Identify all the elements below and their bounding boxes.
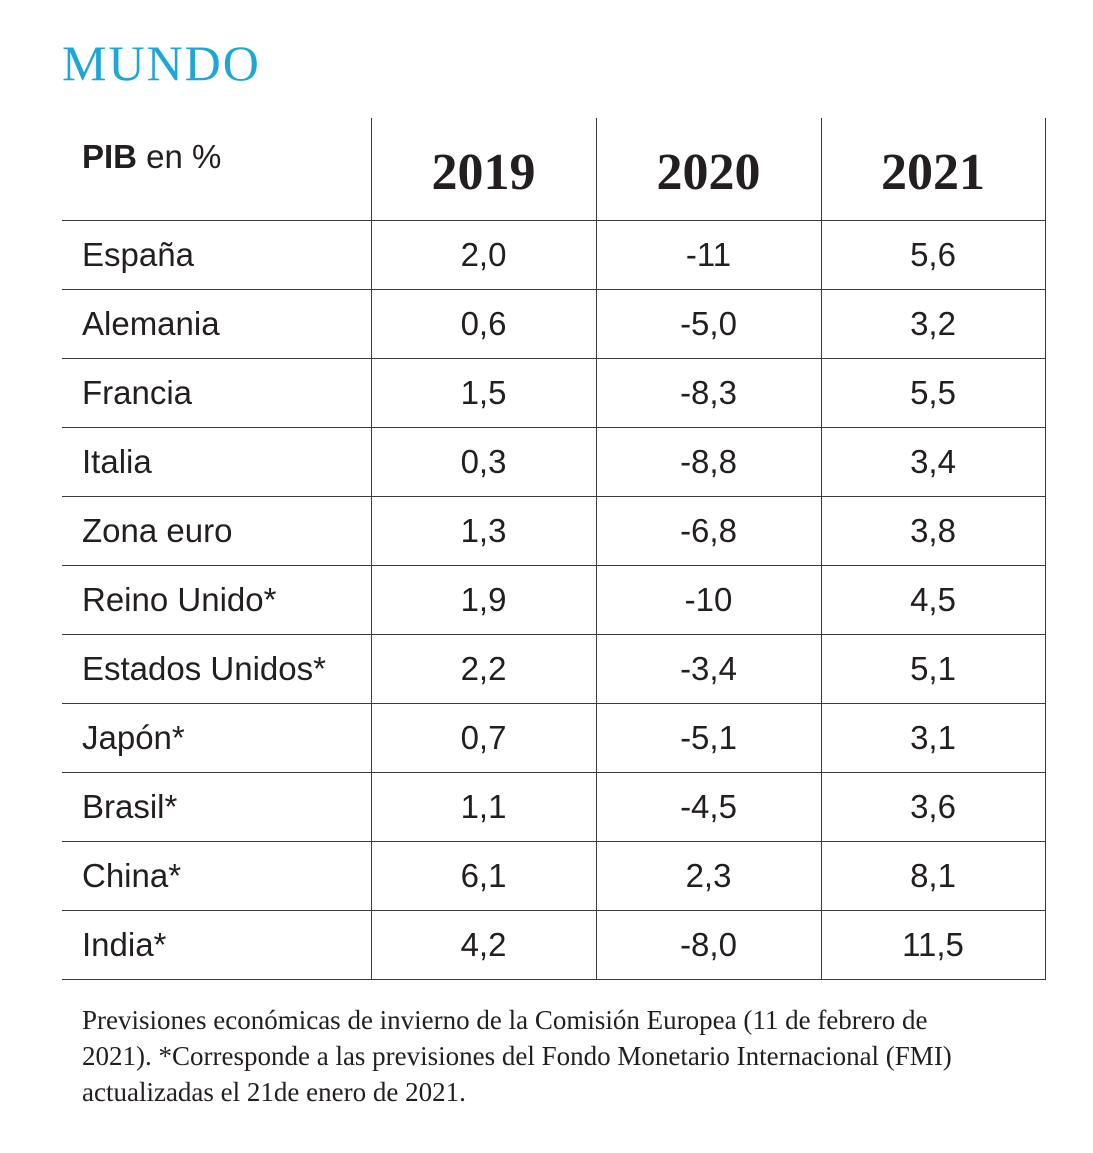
value-2020-cell: -10 [595,565,821,635]
header-year-2020: 2020 [595,118,821,221]
country-cell: España [62,220,371,290]
value-2021-cell: 5,6 [820,220,1046,290]
country-cell: China* [62,841,371,911]
gdp-table: PIB en % 2019 2020 2021 España 2,0 -11 5… [62,118,1046,980]
value-2019-cell: 1,5 [370,358,596,428]
table-row: Estados Unidos* 2,2 -3,4 5,1 [62,634,1046,704]
value-2021-cell: 3,4 [820,427,1046,497]
value-2019-cell: 2,2 [370,634,596,704]
country-cell: Italia [62,427,371,497]
value-2021-cell: 3,1 [820,703,1046,773]
value-2020-cell: -11 [595,220,821,290]
value-2020-cell: 2,3 [595,841,821,911]
header-year-2019: 2019 [370,118,596,221]
value-2020-cell: -5,1 [595,703,821,773]
value-2020-cell: -6,8 [595,496,821,566]
country-cell: Francia [62,358,371,428]
country-cell: Japón* [62,703,371,773]
value-2019-cell: 1,3 [370,496,596,566]
header-label: PIB en % [62,118,371,221]
country-cell: Reino Unido* [62,565,371,635]
table-row: España 2,0 -11 5,6 [62,220,1046,290]
value-2019-cell: 1,9 [370,565,596,635]
table-row: Reino Unido* 1,9 -10 4,5 [62,565,1046,635]
value-2021-cell: 3,2 [820,289,1046,359]
value-2019-cell: 6,1 [370,841,596,911]
value-2021-cell: 5,5 [820,358,1046,428]
page-title: MUNDO [62,35,261,91]
table-row: Alemania 0,6 -5,0 3,2 [62,289,1046,359]
value-2019-cell: 0,7 [370,703,596,773]
table-header-row: PIB en % 2019 2020 2021 [62,118,1046,221]
value-2019-cell: 0,6 [370,289,596,359]
value-2021-cell: 5,1 [820,634,1046,704]
value-2021-cell: 3,8 [820,496,1046,566]
table-row: Zona euro 1,3 -6,8 3,8 [62,496,1046,566]
value-2021-cell: 8,1 [820,841,1046,911]
value-2020-cell: -3,4 [595,634,821,704]
value-2020-cell: -8,0 [595,910,821,980]
source-note: Previsiones económicas de invierno de la… [82,1005,952,1107]
header-year-2021: 2021 [820,118,1046,221]
header-label-bold: PIB [82,138,138,175]
table-row: Brasil* 1,1 -4,5 3,6 [62,772,1046,842]
country-cell: Zona euro [62,496,371,566]
value-2019-cell: 4,2 [370,910,596,980]
value-2020-cell: -8,3 [595,358,821,428]
table-row: India* 4,2 -8,0 11,5 [62,910,1046,980]
table-row: Italia 0,3 -8,8 3,4 [62,427,1046,497]
table-row: China* 6,1 2,3 8,1 [62,841,1046,911]
value-2020-cell: -5,0 [595,289,821,359]
header-label-unit: en % [137,138,222,175]
country-cell: Brasil* [62,772,371,842]
country-cell: Alemania [62,289,371,359]
value-2021-cell: 3,6 [820,772,1046,842]
country-cell: Estados Unidos* [62,634,371,704]
country-cell: India* [62,910,371,980]
value-2021-cell: 4,5 [820,565,1046,635]
table-row: Japón* 0,7 -5,1 3,1 [62,703,1046,773]
value-2021-cell: 11,5 [820,910,1046,980]
value-2020-cell: -8,8 [595,427,821,497]
value-2019-cell: 0,3 [370,427,596,497]
value-2020-cell: -4,5 [595,772,821,842]
table-row: Francia 1,5 -8,3 5,5 [62,358,1046,428]
value-2019-cell: 2,0 [370,220,596,290]
value-2019-cell: 1,1 [370,772,596,842]
